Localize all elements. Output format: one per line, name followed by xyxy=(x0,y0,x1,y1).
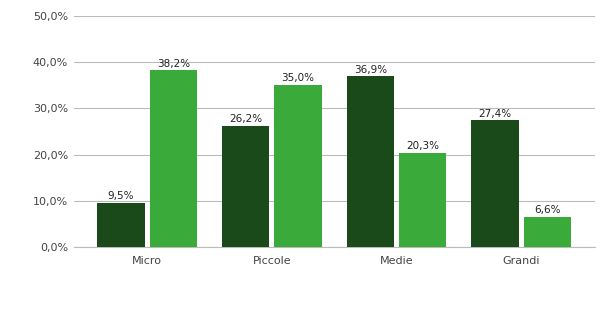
Bar xyxy=(97,203,145,247)
Text: 6,6%: 6,6% xyxy=(534,205,560,215)
Text: 36,9%: 36,9% xyxy=(354,65,387,74)
Text: 35,0%: 35,0% xyxy=(281,74,314,83)
Text: 20,3%: 20,3% xyxy=(406,141,439,152)
Text: 26,2%: 26,2% xyxy=(229,114,262,124)
Bar xyxy=(222,126,269,247)
Text: 27,4%: 27,4% xyxy=(478,109,511,119)
Bar xyxy=(346,76,394,247)
Bar xyxy=(524,217,571,247)
Bar xyxy=(471,120,519,247)
Text: 9,5%: 9,5% xyxy=(108,191,134,201)
Bar xyxy=(399,153,446,247)
Text: 38,2%: 38,2% xyxy=(157,59,190,68)
Bar xyxy=(150,70,197,247)
Bar xyxy=(274,85,322,247)
